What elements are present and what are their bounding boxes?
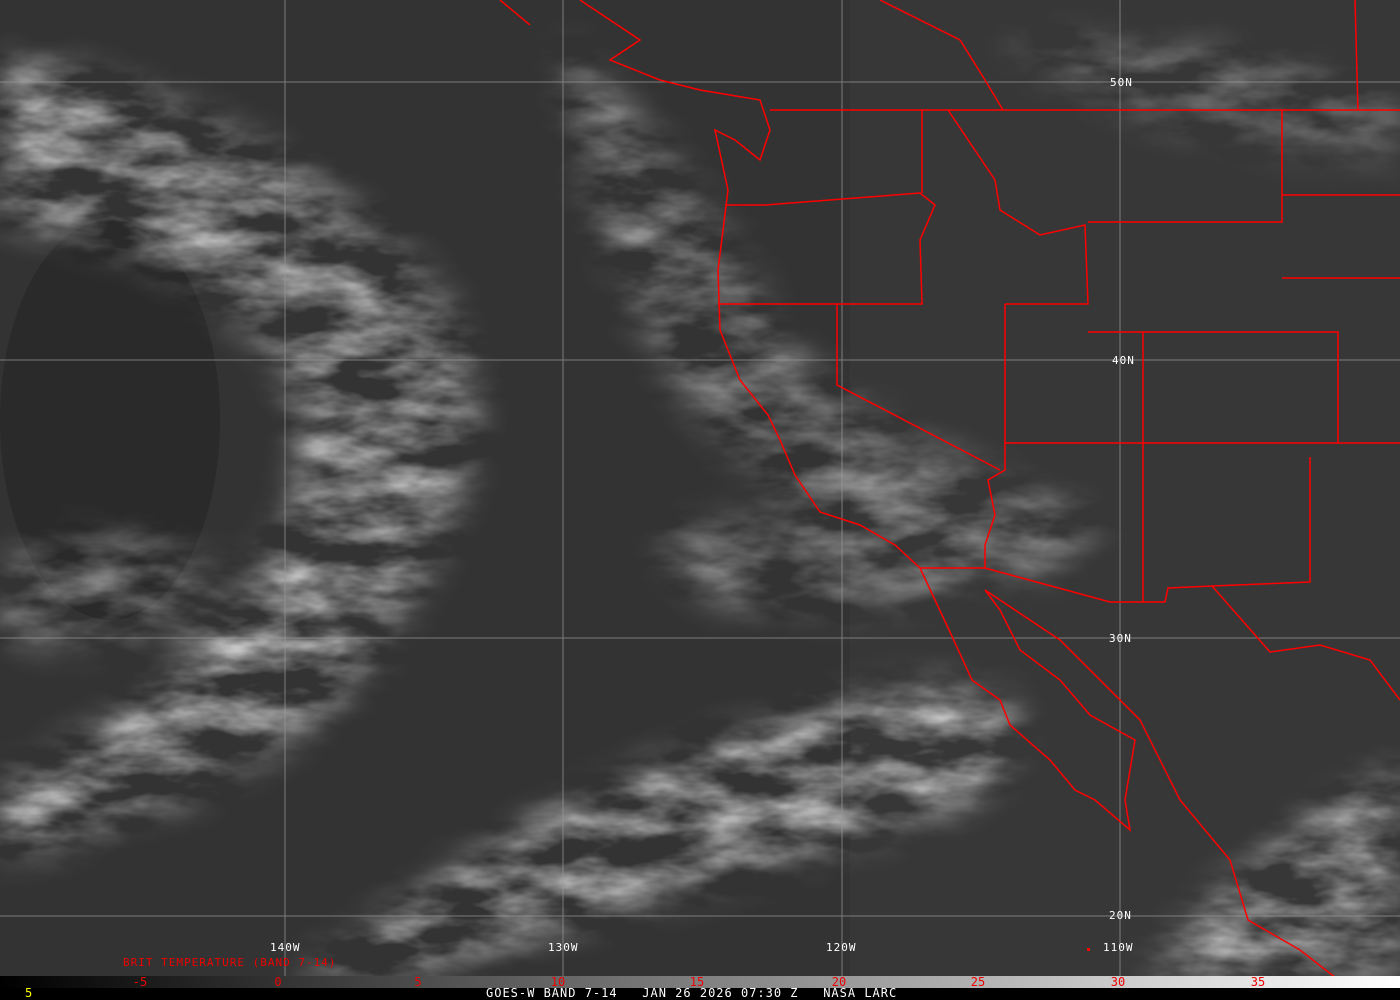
lat-label-30n: 30N bbox=[1109, 632, 1132, 645]
lon-label-140w: 140W bbox=[270, 941, 301, 954]
island-marker bbox=[1087, 948, 1090, 951]
colorbar-tick: 20 bbox=[831, 975, 847, 989]
colorbar-tick: 30 bbox=[1110, 975, 1126, 989]
cloud-layer bbox=[0, 0, 1400, 976]
coastline-pacific bbox=[499, 0, 1335, 976]
satellite-image bbox=[0, 0, 1400, 976]
lon-label-120w: 120W bbox=[826, 941, 857, 954]
political-boundaries bbox=[499, 0, 1400, 976]
state-borders bbox=[718, 0, 1400, 602]
colorbar-title: BRIT TEMPERATURE (BAND 7-14) bbox=[123, 956, 337, 969]
colorbar-tick: 5 bbox=[414, 975, 422, 989]
image-caption: GOES-W BAND 7-14 JAN 26 2026 07:30 Z NAS… bbox=[486, 986, 898, 1000]
frame-number: 5 bbox=[25, 986, 34, 1000]
lon-label-110w: 110W bbox=[1103, 941, 1134, 954]
footer-bar: 5 GOES-W BAND 7-14 JAN 26 2026 07:30 Z N… bbox=[0, 986, 1400, 1000]
colorbar-tick: -5 bbox=[132, 975, 148, 989]
colorbar-tick: 10 bbox=[550, 975, 566, 989]
border-us-mexico bbox=[920, 567, 1400, 701]
border-us-canada bbox=[770, 0, 1400, 111]
colorbar-tick: 35 bbox=[1250, 975, 1266, 989]
lat-lon-grid bbox=[0, 0, 1400, 976]
colorbar-tick: 15 bbox=[689, 975, 705, 989]
lon-label-130w: 130W bbox=[548, 941, 579, 954]
colorbar-tick: 0 bbox=[274, 975, 282, 989]
lat-label-20n: 20N bbox=[1109, 909, 1132, 922]
lat-label-40n: 40N bbox=[1112, 354, 1135, 367]
lat-label-50n: 50N bbox=[1110, 76, 1133, 89]
colorbar bbox=[0, 976, 1400, 988]
colorbar-tick: 25 bbox=[970, 975, 986, 989]
